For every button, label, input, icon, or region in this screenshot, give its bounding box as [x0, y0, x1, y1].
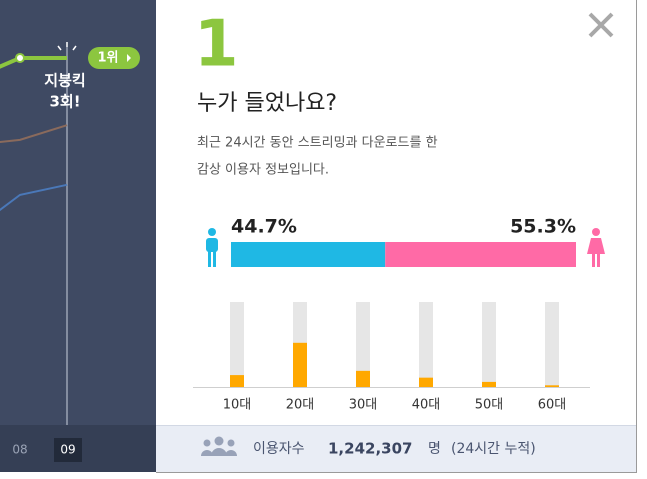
close-button[interactable] — [588, 12, 614, 38]
detail-panel — [156, 0, 636, 472]
footer-note: (24시간 누적) — [451, 441, 536, 457]
age-label: 60대 — [538, 398, 567, 413]
footer-unit: 명 — [428, 441, 441, 457]
age-label: 10대 — [223, 398, 252, 413]
female-icon — [587, 228, 605, 267]
age-label: 50대 — [475, 398, 504, 413]
age-bar — [545, 385, 559, 387]
age-track — [482, 302, 496, 387]
x-tick-label: 09 — [60, 443, 75, 457]
badge: 1위 — [97, 51, 118, 66]
age-label: 20대 — [286, 398, 315, 413]
badge-bg — [88, 47, 140, 69]
trend-chart — [0, 52, 68, 212]
trend-line — [0, 183, 68, 212]
left-panel — [0, 0, 156, 472]
age-bar — [482, 381, 496, 387]
age-track — [356, 302, 370, 387]
title: 누가 들었나요? — [197, 91, 337, 116]
age-track — [230, 302, 244, 387]
footer-label: 이용자수 — [253, 441, 305, 457]
age-bar — [230, 375, 244, 387]
description: 감상 이용자 정보입니다. — [197, 163, 329, 178]
sparkle-icon — [57, 42, 77, 51]
x-tick-label: 08 — [12, 443, 27, 457]
gender-label: 44.7% — [231, 216, 297, 238]
age-track — [545, 302, 559, 387]
gender-bar — [231, 242, 576, 267]
age-bar — [419, 377, 433, 387]
age-bar — [356, 370, 370, 387]
male-icon — [206, 228, 218, 267]
age-bar — [293, 342, 307, 387]
age-track — [419, 302, 433, 387]
trend-point — [15, 52, 25, 63]
age-chart: 10대 20대 30대 40대 50대 60대 — [223, 302, 567, 413]
description: 최근 24시간 동안 스트리밍과 다운로드를 한 — [197, 136, 438, 151]
footer-count: 1,242,307 — [328, 440, 412, 458]
gender-label: 55.3% — [510, 216, 576, 238]
badge-arrow — [127, 54, 131, 62]
age-label: 30대 — [349, 398, 378, 413]
trend-line — [0, 124, 68, 144]
age-label: 40대 — [412, 398, 441, 413]
gender-segment — [231, 242, 386, 267]
footer — [156, 425, 636, 472]
gender-segment — [385, 242, 576, 267]
annotation: 3회! — [49, 93, 80, 111]
annotation: 지붕킥 — [44, 72, 85, 90]
rank: 1 — [194, 8, 239, 82]
users-icon — [201, 436, 237, 456]
selected-tick-bg — [54, 438, 82, 462]
